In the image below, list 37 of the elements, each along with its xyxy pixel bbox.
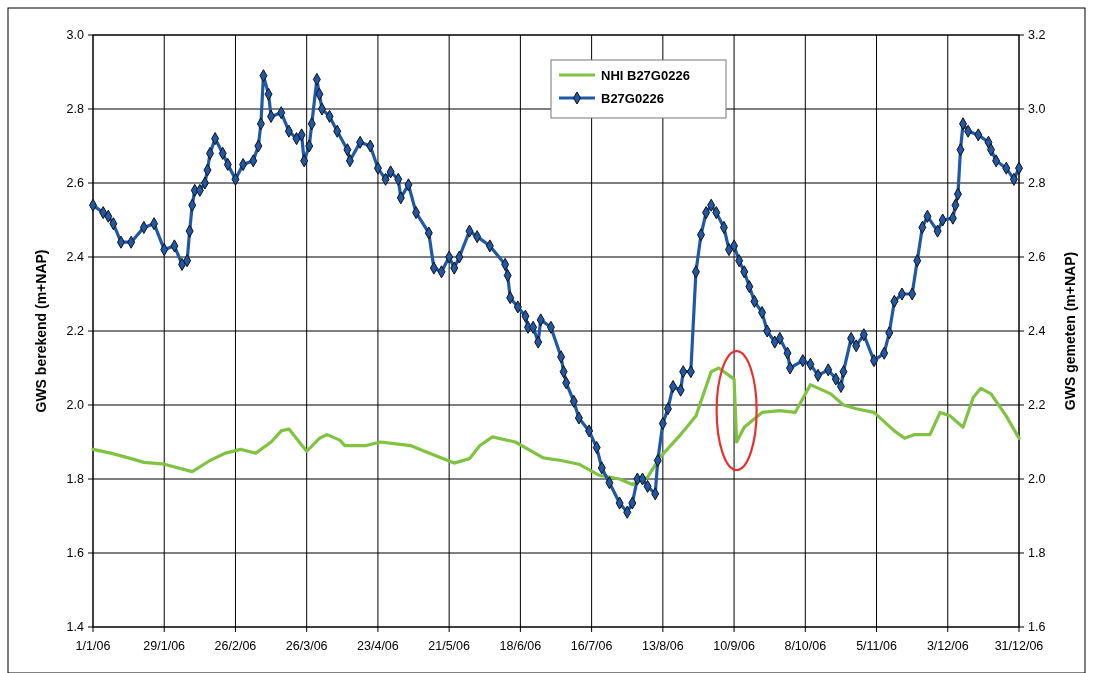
y2-tick-label: 2.4 xyxy=(1028,324,1046,339)
y-tick-label: 2.2 xyxy=(66,324,85,339)
y2-tick-label: 2.2 xyxy=(1028,398,1046,413)
y2-tick-label: 2.0 xyxy=(1028,472,1046,487)
x-tick-label: 16/7/06 xyxy=(570,639,613,653)
y-tick-label: 1.6 xyxy=(66,546,85,561)
y-tick-label: 3.0 xyxy=(66,28,85,43)
x-tick-label: 1/1/06 xyxy=(75,639,111,653)
y-tick-label: 2.0 xyxy=(66,398,85,413)
x-tick-label: 8/10/06 xyxy=(784,639,827,653)
y2-tick-label: 2.6 xyxy=(1028,250,1046,265)
x-tick-label: 5/11/06 xyxy=(856,639,897,653)
line-series xyxy=(91,366,1021,487)
y-tick-label: 2.6 xyxy=(66,176,85,191)
y-tick-label: 2.8 xyxy=(66,102,85,117)
x-tick-label: 3/12/06 xyxy=(926,639,969,653)
y-tick-label: 1.8 xyxy=(66,472,85,487)
legend-label: B27G0226 xyxy=(601,90,664,106)
x-tick-label: 23/4/06 xyxy=(357,639,399,653)
y2-tick-label: 2.8 xyxy=(1028,176,1046,191)
x-tick-label: 29/1/06 xyxy=(143,639,186,653)
y2-tick-label: 1.6 xyxy=(1028,620,1046,635)
x-tick-label: 31/12/06 xyxy=(994,639,1044,653)
y2-tick-label: 1.8 xyxy=(1028,546,1046,561)
y2-axis-title: GWS gemeten (m+NAP) xyxy=(1062,251,1078,411)
y-tick-label: 2.4 xyxy=(66,250,85,265)
y2-tick-label: 3.2 xyxy=(1028,28,1046,43)
x-tick-label: 10/9/06 xyxy=(713,639,755,653)
y-tick-label: 1.4 xyxy=(66,620,85,635)
x-tick-label: 26/2/06 xyxy=(214,639,257,653)
y-axis-title: GWS berekend (m+NAP) xyxy=(33,249,49,413)
x-tick-label: 21/5/06 xyxy=(428,639,471,653)
x-tick-label: 18/6/06 xyxy=(499,639,542,653)
x-tick-label: 13/8/06 xyxy=(641,639,684,653)
legend-label: NHI B27G0226 xyxy=(601,67,690,83)
y2-tick-label: 3.0 xyxy=(1028,102,1046,117)
x-tick-label: 26/3/06 xyxy=(285,639,328,653)
